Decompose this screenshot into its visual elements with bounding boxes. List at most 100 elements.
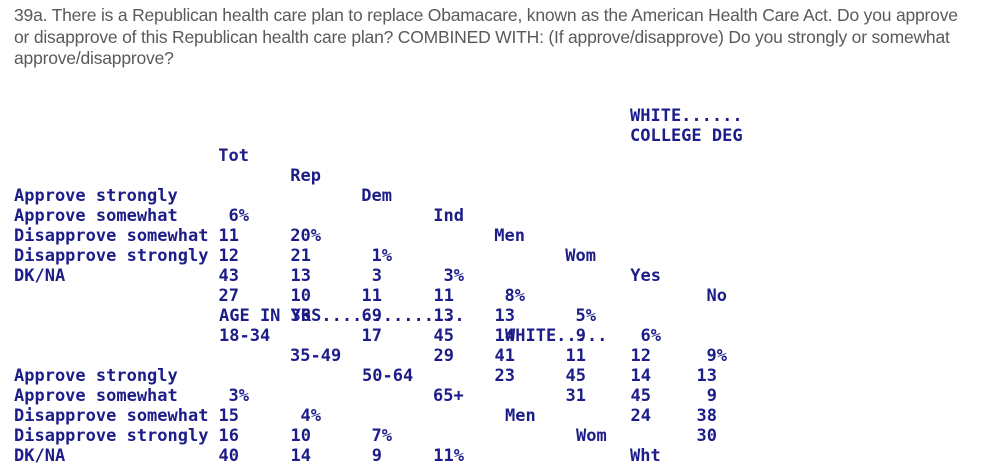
column-header: Rep [290, 166, 321, 186]
column-header: 50-64 [362, 366, 414, 386]
table-cell: 8% [504, 286, 525, 306]
table-cell: 9 [371, 446, 382, 466]
column-header: Men [494, 226, 525, 246]
column-header: 65+ [433, 386, 464, 406]
table-cell: 3 [371, 266, 382, 286]
table-row: Disapprove strongly 40 43 49 38 41 42 42… [0, 406, 988, 466]
row-label: Approve somewhat [14, 386, 178, 406]
table-row: Disapprove strongly 43 10 69 45 41 45 45… [0, 226, 988, 426]
table2-header-row: 18-34 35-49 50-64 65+ Men Wom Wht NonWht [0, 306, 988, 466]
table-cell: 11 [565, 346, 586, 366]
table-cell: 36 [290, 306, 311, 326]
table2-group-header-row: AGE IN YRS.............. WHITE..... [0, 286, 988, 346]
table-cell: 12 [218, 246, 239, 266]
table-cell: 31 [565, 386, 586, 406]
table-cell: 10 [290, 426, 311, 446]
table-cell: 10 [290, 286, 311, 306]
table-cell: 30 [696, 426, 717, 446]
table-cell: 15 [218, 406, 239, 426]
column-header: Wom [565, 246, 596, 266]
table-cell: 27 [218, 286, 239, 306]
row-label: Approve somewhat [14, 206, 178, 226]
table-cell: 3% [443, 266, 464, 286]
table-cell: 13 [494, 306, 515, 326]
table-cell: 6% [228, 206, 249, 226]
table-row: Approve strongly 6% 20% 1% 3% 8% 5% 6% 9… [0, 166, 988, 366]
table-cell: 5% [575, 306, 596, 326]
column-header: Yes [630, 266, 661, 286]
table-cell: 4% [300, 406, 321, 426]
column-header: Wom [576, 426, 607, 446]
table-cell: 43 [218, 266, 239, 286]
column-header: Ind [433, 206, 464, 226]
column-header: Dem [361, 186, 392, 206]
table1-header-row: Tot Rep Dem Ind Men Wom Yes No [0, 126, 988, 306]
table-row: Approve somewhat 11 21 3 11 13 9 12 13 [0, 186, 988, 386]
table-cell: 40 [218, 446, 239, 466]
column-header: Tot [218, 146, 249, 166]
row-label: Disapprove somewhat [14, 406, 209, 426]
table-cell: 16 [218, 426, 239, 446]
table-cell: 14 [494, 326, 515, 346]
crosstab-tables: WHITE...... COLLEGE DEG Tot Rep Dem Ind … [0, 86, 988, 466]
column-header: Men [505, 406, 536, 426]
table-cell: 24 [630, 406, 651, 426]
table-cell: 1% [371, 246, 392, 266]
table-cell: 13 [696, 366, 717, 386]
table-row: Disapprove somewhat 16 14 12 9 13 10 12 … [0, 386, 988, 466]
table-cell: 3% [228, 386, 249, 406]
table1-group-header-line2: COLLEGE DEG [0, 106, 988, 146]
table-cell: 9% [706, 346, 727, 366]
table-cell: 23 [494, 366, 515, 386]
table-row: DK/NA 27 36 17 29 23 31 24 30 [0, 246, 988, 446]
column-header: 18-34 [219, 326, 271, 346]
table-cell: 12 [630, 346, 651, 366]
spacer-line [0, 146, 988, 166]
table-row: Approve somewhat 15 10 9 12 16 9 12 6 [0, 366, 988, 466]
table-cell: 11 [433, 286, 454, 306]
group-header: AGE IN YRS.............. [219, 306, 465, 326]
table-cell: 6% [640, 326, 661, 346]
column-header: Wht [630, 446, 661, 466]
table-cell: 7% [371, 426, 392, 446]
table1-group-header-line1: WHITE...... [0, 86, 988, 126]
table-cell: 69 [361, 306, 382, 326]
table-row: DK/NA 27 30 23 30 22 31 27 27 [0, 426, 988, 466]
table-row: Approve strongly 3% 4% 7% 11% 8% 6% 7% 4… [0, 346, 988, 466]
table-cell: 21 [290, 246, 311, 266]
table-cell: 45 [630, 386, 651, 406]
row-label: Disapprove strongly [14, 426, 209, 446]
table-cell: 9 [706, 386, 717, 406]
row-label: Approve strongly [14, 186, 178, 206]
group-header: COLLEGE DEG [630, 126, 743, 146]
table-cell: 13 [290, 266, 311, 286]
table-cell: 17 [361, 326, 382, 346]
table-cell: 14 [290, 446, 311, 466]
table-cell: 20% [290, 226, 321, 246]
spacer-line [0, 326, 988, 346]
table-cell: 38 [696, 406, 717, 426]
poll-question: 39a. There is a Republican health care p… [14, 5, 958, 68]
group-header: WHITE...... [630, 106, 743, 126]
table-cell: 11% [433, 446, 464, 466]
table-cell: 45 [565, 366, 586, 386]
table-row: Disapprove somewhat 12 13 11 13 14 11 14… [0, 206, 988, 406]
table-cell: 45 [433, 326, 454, 346]
table-cell: 14 [630, 366, 651, 386]
row-label: DK/NA [14, 446, 66, 466]
row-label: DK/NA [14, 266, 66, 286]
column-header: 35-49 [290, 346, 342, 366]
row-label: Disapprove strongly [14, 246, 209, 266]
group-header: WHITE..... [505, 326, 608, 346]
column-header: No [706, 286, 727, 306]
row-label: Disapprove somewhat [14, 226, 209, 246]
table-cell: 11 [218, 226, 239, 246]
table-cell: 11 [361, 286, 382, 306]
table-cell: 29 [433, 346, 454, 366]
spacer-line [0, 266, 988, 286]
table-cell: 9 [575, 326, 586, 346]
table-cell: 13 [433, 306, 454, 326]
table-cell: 41 [494, 346, 515, 366]
row-label: Approve strongly [14, 366, 178, 386]
